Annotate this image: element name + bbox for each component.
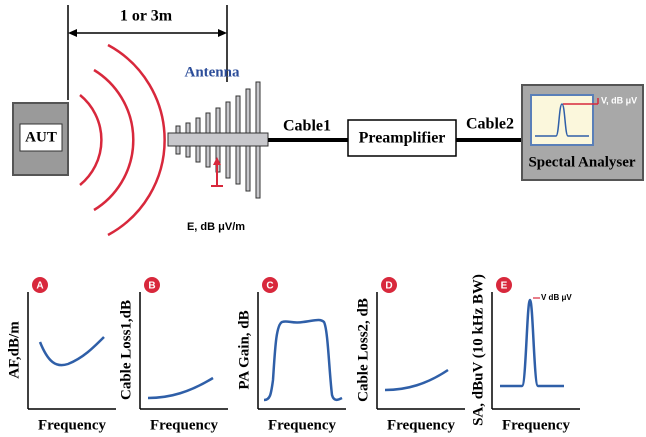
- panels: A AF,dB/m Frequency B Cable Loss1,dB Frequenc…: [6, 274, 580, 433]
- panel-letter: C: [266, 281, 273, 292]
- aut-label: AUT: [25, 129, 57, 145]
- screen-label: V, dB μV: [601, 95, 637, 105]
- y-label: Cable Loss2, dB: [355, 298, 371, 402]
- y-label: Cable Loss1,dB: [118, 300, 134, 400]
- preamplifier-label: Preamplifier: [359, 130, 446, 147]
- x-label: Frequency: [502, 417, 571, 433]
- x-label: Frequency: [387, 417, 456, 433]
- diagram: 1 or 3m AUT Antenna E, dB μV/m Cable1 Pr…: [0, 0, 646, 437]
- waves: [80, 45, 165, 235]
- curve: [264, 320, 342, 400]
- page: 1 or 3m AUT Antenna E, dB μV/m Cable1 Pr…: [0, 0, 646, 437]
- cable2-label: Cable2: [466, 116, 514, 133]
- distance-label: 1 or 3m: [120, 8, 173, 25]
- y-label: AF,dB/m: [6, 321, 22, 379]
- analyser-screen: [531, 95, 593, 145]
- panel-letter: D: [385, 281, 392, 292]
- panel-letter: A: [36, 281, 43, 292]
- cable1-label: Cable1: [283, 118, 331, 135]
- x-label: Frequency: [150, 417, 219, 433]
- field-label: E, dB μV/m: [187, 221, 245, 233]
- curve: [40, 337, 104, 365]
- curve: [148, 378, 213, 398]
- panel-letter: B: [148, 281, 155, 292]
- annotation: V dB μV: [541, 293, 572, 302]
- y-label: PA Gain, dB: [236, 310, 252, 389]
- antenna-label: Antenna: [184, 64, 240, 80]
- panel-letter: E: [501, 281, 508, 292]
- curve: [385, 370, 448, 390]
- curve: [500, 300, 564, 386]
- analyser-label: Spectal Analyser: [528, 154, 635, 170]
- x-label: Frequency: [268, 417, 337, 433]
- x-label: Frequency: [38, 417, 107, 433]
- y-label: SA, dBuV (10 kHz BW): [470, 274, 486, 426]
